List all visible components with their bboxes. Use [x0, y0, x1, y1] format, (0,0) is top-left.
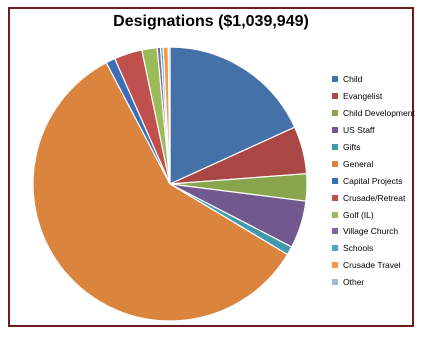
legend-swatch: [332, 160, 338, 167]
pie-chart: [32, 46, 308, 322]
legend-label: Capital Projects: [343, 175, 403, 186]
legend-swatch: [332, 262, 338, 269]
legend-swatch: [332, 245, 338, 252]
legend-swatch: [332, 76, 338, 83]
legend-item-village-church: Village Church: [332, 223, 414, 240]
legend-item-capital-projects: Capital Projects: [332, 172, 414, 189]
legend-label: Gifts: [343, 142, 361, 152]
legend-swatch: [332, 144, 338, 150]
legend-item-evangelist: Evangelist: [332, 88, 414, 105]
legend-item-other: Other: [332, 274, 414, 291]
legend-swatch: [332, 279, 338, 286]
legend-swatch: [332, 93, 338, 100]
legend-label: Schools: [343, 243, 374, 254]
legend-item-crusade-travel: Crusade Travel: [332, 257, 414, 274]
legend-label: General: [343, 158, 374, 169]
legend-item-child: Child: [332, 71, 414, 88]
legend-label: Other: [343, 277, 365, 288]
chart-frame: Designations ($1,039,949) Child Evangelis…: [8, 7, 415, 327]
legend-label: Golf (IL): [343, 209, 374, 220]
legend-label: Child: [343, 74, 363, 85]
legend-label: Child Development: [343, 108, 415, 119]
legend-item-golf-il: Golf (IL): [332, 206, 414, 223]
chart-title: Designations ($1,039,949): [113, 13, 309, 30]
legend-label: Village Church: [343, 226, 399, 237]
legend: Child Evangelist Child Development US Staff…: [332, 71, 415, 291]
legend-label: US Staff: [343, 125, 375, 136]
legend-label: Evangelist: [343, 91, 383, 102]
legend-swatch: [332, 211, 338, 218]
legend-item-schools: Schools: [332, 240, 414, 257]
legend-swatch: [332, 228, 338, 235]
legend-label: Crusade Travel: [343, 260, 401, 271]
legend-label: Crusade/Retreat: [343, 192, 406, 203]
legend-swatch: [332, 127, 338, 134]
pie-slice-child: [169, 46, 296, 185]
legend-item-general: General: [332, 155, 414, 172]
legend-swatch: [332, 177, 338, 184]
legend-item-gifts: Gifts: [332, 139, 414, 156]
legend-item-child-development: Child Development: [332, 105, 415, 122]
legend-swatch: [332, 194, 338, 201]
legend-item-us-staff: US Staff: [332, 122, 414, 139]
pie-slice-other: [167, 46, 171, 185]
legend-item-crusade-retreat: Crusade/Retreat: [332, 189, 414, 206]
pie-slice-general: [32, 61, 289, 322]
legend-swatch: [332, 110, 338, 117]
